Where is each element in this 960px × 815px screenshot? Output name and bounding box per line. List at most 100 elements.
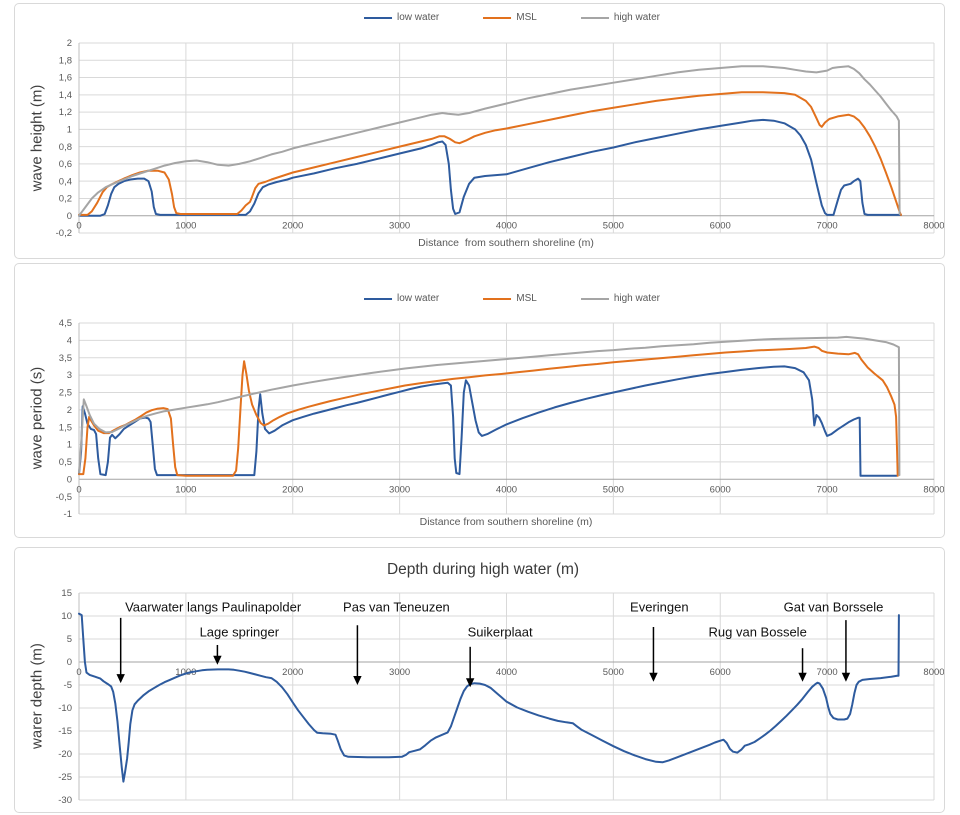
legend-item-low-water: low water bbox=[364, 12, 439, 23]
legend-item-MSL: MSL bbox=[483, 293, 537, 304]
annotation-arrowhead bbox=[841, 672, 851, 682]
legend-item-MSL: MSL bbox=[483, 12, 537, 23]
annotation-lage-springer: Lage springer bbox=[200, 624, 280, 665]
svg-text:6000: 6000 bbox=[710, 221, 731, 232]
wave-period-legend: low water MSL high water bbox=[364, 293, 660, 304]
svg-text:2: 2 bbox=[67, 38, 72, 49]
svg-text:4000: 4000 bbox=[496, 667, 517, 678]
svg-text:0: 0 bbox=[67, 474, 72, 485]
series-low-water-line bbox=[78, 118, 902, 217]
legend-label: MSL bbox=[516, 12, 537, 23]
legend-line-swatch bbox=[483, 297, 512, 300]
svg-text:Gat van Borssele: Gat van Borssele bbox=[784, 599, 884, 614]
svg-text:2000: 2000 bbox=[282, 221, 303, 232]
wave-period-chart: -1 -0,5 0 0,5 1 1,5 2 2,5 3 3,5 4 4,5 0 1000 2000 3000 4… bbox=[56, 318, 944, 520]
svg-text:1,8: 1,8 bbox=[59, 55, 72, 66]
svg-text:Pas van Teneuzen: Pas van Teneuzen bbox=[343, 599, 450, 614]
svg-text:10: 10 bbox=[61, 611, 72, 622]
svg-text:1,5: 1,5 bbox=[59, 422, 72, 433]
svg-text:7000: 7000 bbox=[817, 221, 838, 232]
annotation-vaarwater-langs-paulinapolder: Vaarwater langs Paulinapolder bbox=[116, 599, 302, 684]
series-high-water-line bbox=[78, 335, 901, 477]
legend-label: MSL bbox=[516, 293, 537, 304]
legend-item-high-water: high water bbox=[580, 293, 660, 304]
svg-text:1,2: 1,2 bbox=[59, 107, 72, 118]
wave-height-legend: low water MSL high water bbox=[364, 12, 660, 23]
legend-label: low water bbox=[397, 293, 440, 304]
wave-height-x-axis-label: Distance from southern shoreline (m) bbox=[418, 237, 594, 249]
svg-text:0,4: 0,4 bbox=[59, 176, 72, 187]
svg-text:5000: 5000 bbox=[603, 484, 624, 495]
svg-text:4000: 4000 bbox=[496, 484, 517, 495]
svg-text:4,5: 4,5 bbox=[59, 318, 72, 329]
svg-text:-0,2: -0,2 bbox=[56, 228, 72, 239]
svg-text:3000: 3000 bbox=[389, 667, 410, 678]
svg-text:0,2: 0,2 bbox=[59, 194, 72, 205]
wave-height-chart: -0,2 0 0,2 0,4 0,6 0,8 1 1,2 1,4 1,6 1,8 2 0 1000 2000… bbox=[56, 38, 944, 239]
svg-text:0: 0 bbox=[67, 657, 72, 668]
legend-line-swatch bbox=[364, 297, 393, 300]
annotation-rug-van-bossele: Rug van Bossele bbox=[709, 624, 807, 682]
x-tick-labels: 0 1000 2000 3000 4000 5000 6000 7000 8000 bbox=[76, 667, 944, 678]
svg-text:-10: -10 bbox=[58, 703, 72, 714]
y-tick-labels: -0,2 0 0,2 0,4 0,6 0,8 1 1,2 1,4 1,6 1,8 2 bbox=[56, 38, 72, 239]
svg-text:5000: 5000 bbox=[603, 667, 624, 678]
svg-text:3,5: 3,5 bbox=[59, 353, 72, 364]
vertical-gridlines bbox=[185, 43, 935, 233]
svg-text:2: 2 bbox=[67, 405, 72, 416]
svg-text:1000: 1000 bbox=[175, 484, 196, 495]
svg-text:2000: 2000 bbox=[282, 667, 303, 678]
svg-text:0,8: 0,8 bbox=[59, 142, 72, 153]
svg-text:2000: 2000 bbox=[282, 484, 303, 495]
legend-label: low water bbox=[397, 12, 440, 23]
legend-label: high water bbox=[613, 12, 660, 23]
svg-text:-25: -25 bbox=[58, 772, 72, 783]
svg-text:7000: 7000 bbox=[817, 667, 838, 678]
svg-text:-30: -30 bbox=[58, 795, 72, 806]
svg-text:3000: 3000 bbox=[389, 221, 410, 232]
series-high-water-line bbox=[78, 65, 901, 217]
svg-text:0: 0 bbox=[76, 221, 81, 232]
legend-item-low-water: low water bbox=[364, 293, 439, 304]
svg-text:Vaarwater langs Paulinapolder: Vaarwater langs Paulinapolder bbox=[125, 599, 302, 614]
svg-text:8000: 8000 bbox=[923, 667, 944, 678]
legend-item-high-water: high water bbox=[580, 12, 660, 23]
legend-line-swatch bbox=[580, 16, 609, 19]
series-low-water-line bbox=[78, 365, 898, 477]
x-tick-labels: 0 1000 2000 3000 4000 5000 6000 7000 8000 bbox=[76, 221, 944, 232]
annotation-suikerplaat: Suikerplaat bbox=[465, 624, 533, 688]
svg-text:6000: 6000 bbox=[710, 484, 731, 495]
annotation-arrowhead bbox=[116, 674, 125, 684]
svg-text:Lage springer: Lage springer bbox=[200, 624, 280, 639]
legend-label: high water bbox=[613, 293, 660, 304]
y-tick-labels: -1 -0,5 0 0,5 1 1,5 2 2,5 3 3,5 4 4,5 bbox=[56, 318, 72, 520]
svg-text:2,5: 2,5 bbox=[59, 388, 72, 399]
svg-text:5: 5 bbox=[67, 634, 72, 645]
depth-y-axis-title: warer depth (m) bbox=[28, 643, 46, 749]
annotation-everingen: Everingen bbox=[630, 599, 689, 682]
series-MSL-line bbox=[78, 345, 899, 477]
svg-text:5000: 5000 bbox=[603, 221, 624, 232]
horizontal-gridlines bbox=[79, 322, 934, 515]
horizontal-gridlines bbox=[79, 592, 934, 801]
annotation-pas-van-teneuzen: Pas van Teneuzen bbox=[343, 599, 450, 685]
svg-text:1: 1 bbox=[67, 440, 72, 451]
series-depth-line bbox=[78, 612, 900, 783]
svg-text:3000: 3000 bbox=[389, 484, 410, 495]
legend-line-swatch bbox=[364, 16, 393, 19]
svg-text:Rug van Bossele: Rug van Bossele bbox=[709, 624, 807, 639]
svg-text:-15: -15 bbox=[58, 726, 72, 737]
vertical-gridlines bbox=[185, 323, 935, 514]
svg-text:7000: 7000 bbox=[817, 484, 838, 495]
annotation-arrowhead bbox=[213, 655, 222, 665]
wave-height-panel: -0,2 0 0,2 0,4 0,6 0,8 1 1,2 1,4 1,6 1,8 2 0 1000 2000… bbox=[14, 3, 945, 259]
svg-text:8000: 8000 bbox=[923, 484, 944, 495]
legend-line-swatch bbox=[483, 16, 512, 19]
annotation-arrowhead bbox=[649, 672, 658, 682]
svg-text:15: 15 bbox=[61, 588, 72, 599]
x-tick-labels: 0 1000 2000 3000 4000 5000 6000 7000 8000 bbox=[76, 484, 944, 495]
depth-chart-title: Depth during high water (m) bbox=[386, 561, 580, 578]
annotation-arrowhead bbox=[465, 678, 475, 688]
series-MSL-line bbox=[78, 91, 902, 216]
svg-text:0: 0 bbox=[76, 484, 81, 495]
